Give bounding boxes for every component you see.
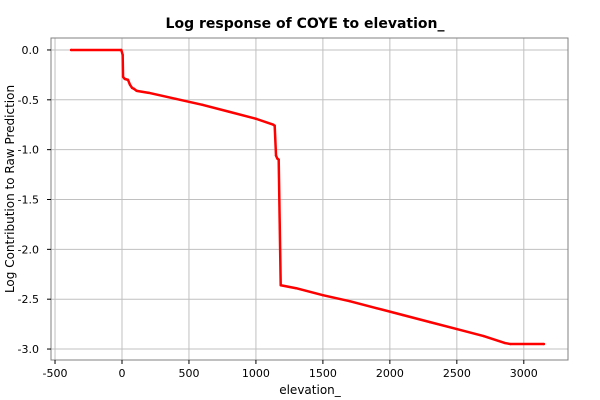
x-tick-label: 1500 xyxy=(309,367,337,380)
y-tick-label: -1.0 xyxy=(18,144,39,157)
x-tick-label: 3000 xyxy=(510,367,538,380)
data-point xyxy=(120,48,123,52)
y-tick-label: -1.5 xyxy=(18,193,39,206)
data-point xyxy=(135,89,138,93)
data-point xyxy=(132,87,136,91)
grid-lines xyxy=(51,38,568,360)
data-point xyxy=(123,77,126,81)
data-point xyxy=(174,97,177,101)
data-point xyxy=(455,327,459,331)
y-tick-label: -2.0 xyxy=(18,243,39,256)
data-point xyxy=(509,342,512,346)
data-point xyxy=(121,75,125,79)
x-axis-ticks: -500 0 500 1000 1500 2000 2500 3000 xyxy=(43,360,538,380)
x-tick-label: -500 xyxy=(43,367,68,380)
y-tick-label: -3.0 xyxy=(18,343,39,356)
data-point xyxy=(201,103,204,106)
y-tick-label: -0.5 xyxy=(18,94,39,107)
data-point xyxy=(503,341,507,345)
x-tick-label: 500 xyxy=(178,367,199,380)
data-point xyxy=(277,158,280,161)
x-axis-label: elevation_ xyxy=(279,383,342,397)
data-point xyxy=(147,91,150,95)
data-point xyxy=(294,287,298,290)
data-point xyxy=(273,124,276,127)
data-point xyxy=(428,320,432,324)
data-point xyxy=(274,154,278,157)
y-tick-label: 0.0 xyxy=(22,44,40,57)
y-axis-ticks: 0.0 -0.5 -1.0 -1.5 -2.0 -2.5 -3.0 xyxy=(18,44,51,356)
data-point xyxy=(69,48,73,52)
data-point xyxy=(482,334,485,338)
series-group xyxy=(69,48,546,346)
x-tick-label: 1000 xyxy=(242,367,270,380)
data-point xyxy=(128,83,132,87)
x-tick-label: 2500 xyxy=(443,367,471,380)
data-point xyxy=(375,306,378,310)
data-point xyxy=(227,110,231,113)
data-point xyxy=(121,53,124,57)
y-tick-label: -2.5 xyxy=(18,293,39,306)
data-point xyxy=(126,78,130,82)
data-point xyxy=(542,342,546,346)
data-point xyxy=(321,294,325,297)
x-tick-label: 0 xyxy=(118,367,125,380)
data-point xyxy=(279,284,282,287)
y-axis-label: Log Contribution to Raw Prediction xyxy=(3,85,17,293)
data-point xyxy=(348,299,351,303)
data-point xyxy=(402,313,405,317)
chart-title: Log response of COYE to elevation_ xyxy=(166,16,445,32)
x-tick-label: 2000 xyxy=(376,367,404,380)
data-point xyxy=(130,86,134,90)
data-point xyxy=(254,117,258,120)
